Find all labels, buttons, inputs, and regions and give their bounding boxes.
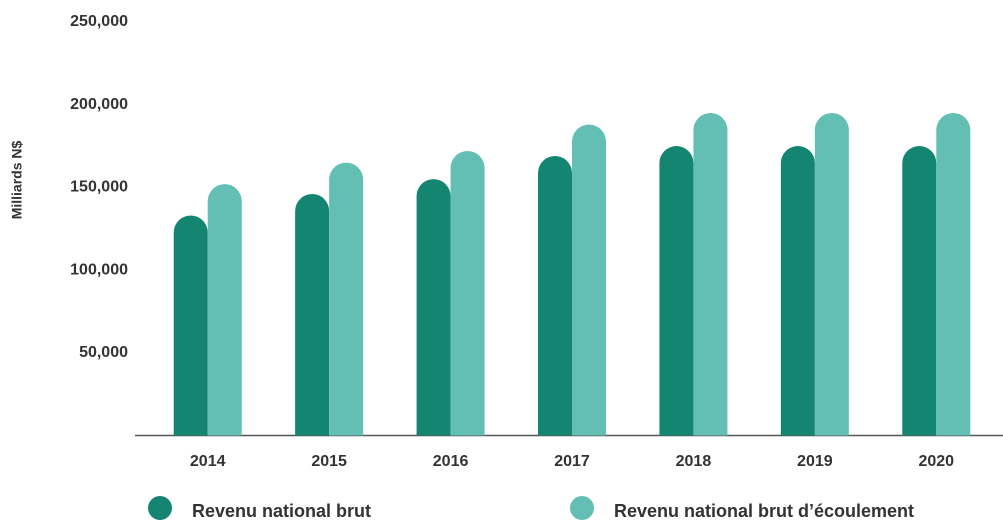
bar — [329, 162, 364, 436]
bar — [207, 184, 242, 436]
y-tick-label: 150,000 — [70, 179, 128, 196]
y-tick-label: 250,000 — [70, 13, 128, 30]
x-tick-label: 2018 — [676, 453, 712, 470]
x-tick-label: 2016 — [433, 453, 469, 470]
x-tick-label: 2020 — [918, 453, 954, 470]
x-tick-label: 2019 — [797, 453, 833, 470]
bar — [538, 155, 572, 436]
bar — [780, 146, 815, 436]
legend-marker — [570, 496, 594, 520]
y-axis-label: Milliards N$ — [9, 141, 25, 220]
y-tick-label: 200,000 — [70, 96, 128, 113]
y-tick-label: 100,000 — [70, 261, 128, 278]
y-tick-label: 50,000 — [79, 344, 128, 361]
x-tick-label: 2015 — [311, 453, 347, 470]
bar — [936, 112, 971, 436]
bar — [902, 146, 937, 436]
bar — [659, 146, 694, 436]
bar — [814, 112, 849, 436]
bar — [416, 179, 451, 436]
bar — [572, 124, 606, 436]
legend-label: Revenu national brut — [192, 501, 371, 521]
bar — [173, 215, 208, 436]
bar — [693, 112, 728, 436]
x-tick-label: 2014 — [190, 453, 226, 470]
bar — [450, 151, 485, 436]
legend-marker — [148, 496, 172, 520]
x-tick-label: 2017 — [554, 453, 590, 470]
legend-label: Revenu national brut d’écoulement — [614, 501, 914, 521]
bar — [295, 194, 330, 436]
